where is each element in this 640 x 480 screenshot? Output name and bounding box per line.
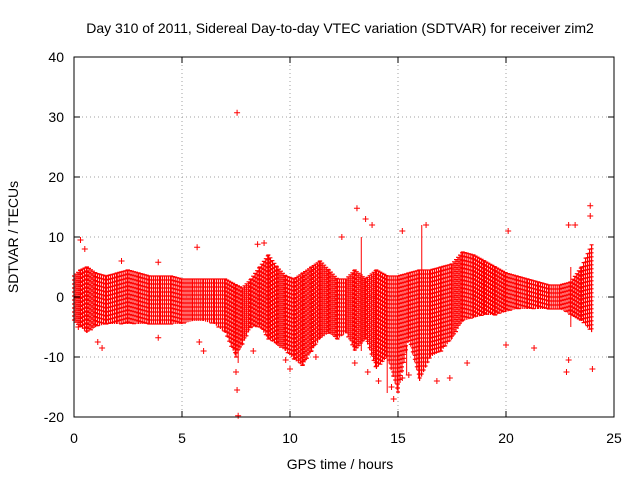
data-point xyxy=(531,345,538,351)
y-tick-label: 30 xyxy=(48,109,64,125)
data-point xyxy=(155,259,162,266)
data-point xyxy=(563,369,570,375)
data-point xyxy=(362,216,369,222)
data-point xyxy=(250,348,257,354)
x-axis-tick-labels: 0 5 10 15 20 25 xyxy=(70,430,622,446)
data-point xyxy=(234,109,241,116)
data-point xyxy=(254,241,261,248)
data-point xyxy=(234,387,241,393)
data-point xyxy=(375,378,382,384)
y-tick-label: 0 xyxy=(56,289,64,305)
data-point xyxy=(282,357,289,363)
data-point xyxy=(364,369,371,375)
data-point xyxy=(235,412,242,419)
data-point xyxy=(505,228,512,234)
data-point xyxy=(589,366,596,372)
data-point xyxy=(503,342,509,348)
y-tick-label: 40 xyxy=(48,49,64,65)
data-point xyxy=(118,258,125,264)
y-tick-label: 20 xyxy=(48,169,64,185)
data-point xyxy=(194,244,201,251)
data-point xyxy=(94,339,101,345)
data-point xyxy=(390,396,397,402)
data-point xyxy=(351,360,358,366)
data-point xyxy=(77,237,84,243)
data-point xyxy=(423,222,430,228)
chart-title: Day 310 of 2011, Sidereal Day-to-day VTE… xyxy=(86,20,594,36)
data-point xyxy=(446,375,453,381)
data-point xyxy=(200,348,207,354)
data-point xyxy=(99,345,106,351)
axis-ticks xyxy=(73,56,615,418)
data-point xyxy=(587,213,594,219)
grid-lines xyxy=(74,57,614,417)
data-point xyxy=(388,384,395,390)
y-tick-label: -20 xyxy=(44,409,64,425)
data-point xyxy=(464,360,471,366)
x-tick-label: 5 xyxy=(178,430,186,446)
data-point xyxy=(196,339,203,345)
data-point xyxy=(233,369,239,375)
data-point xyxy=(287,366,293,372)
x-axis-label: GPS time / hours xyxy=(287,456,394,472)
data-point xyxy=(353,205,360,212)
data-point xyxy=(369,222,376,228)
x-tick-label: 10 xyxy=(282,430,298,446)
data-point xyxy=(155,334,162,341)
data-point xyxy=(587,202,594,209)
data-point xyxy=(81,246,88,252)
data-point xyxy=(565,357,572,363)
data-point xyxy=(338,234,345,240)
x-tick-label: 20 xyxy=(498,430,514,446)
x-tick-label: 0 xyxy=(70,430,78,446)
data-band xyxy=(72,244,594,393)
data-point xyxy=(75,324,82,330)
data-point xyxy=(399,375,406,381)
y-axis-label: SDTVAR / TECUs xyxy=(5,181,21,293)
data-point xyxy=(405,372,412,378)
y-axis-tick-labels: -20 -10 0 10 20 30 40 xyxy=(44,49,64,425)
data-point xyxy=(312,354,319,360)
data-point xyxy=(565,222,572,228)
scatter-series xyxy=(72,109,596,419)
y-tick-label: -10 xyxy=(44,349,64,365)
y-tick-label: 10 xyxy=(48,229,64,245)
data-point xyxy=(433,378,440,384)
data-point xyxy=(399,228,406,234)
data-point xyxy=(261,240,268,246)
data-point xyxy=(572,222,579,228)
x-tick-label: 25 xyxy=(606,430,622,446)
x-tick-label: 15 xyxy=(390,430,406,446)
